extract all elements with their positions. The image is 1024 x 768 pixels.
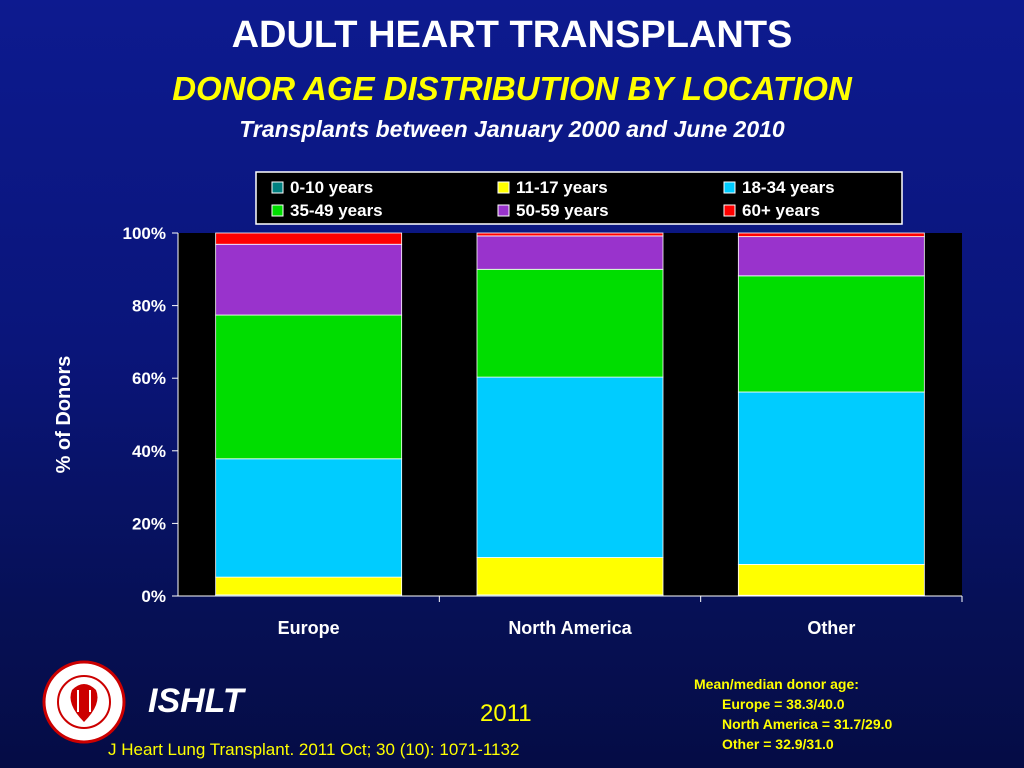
bar-segment bbox=[476, 235, 664, 270]
legend-box bbox=[255, 171, 903, 225]
bar-segment bbox=[737, 275, 925, 393]
donor-age-stats: Mean/median donor age: Europe = 38.3/40.… bbox=[694, 674, 892, 754]
stats-title: Mean/median donor age: bbox=[694, 676, 859, 692]
stats-line: Other = 32.9/31.0 bbox=[722, 736, 834, 752]
bar-segment bbox=[737, 232, 925, 238]
x-tick-label: North America bbox=[508, 618, 632, 638]
bar-segment bbox=[215, 243, 403, 316]
publication-year: 2011 bbox=[480, 700, 532, 727]
y-tick-label: 0% bbox=[141, 587, 166, 606]
bar-segment bbox=[737, 564, 925, 596]
legend-swatch bbox=[271, 204, 284, 217]
org-name: ISHLT bbox=[148, 682, 244, 720]
legend-swatch bbox=[497, 181, 510, 194]
bar-segment bbox=[215, 576, 403, 596]
y-tick-label: 100% bbox=[123, 224, 166, 243]
ishlt-seal-icon bbox=[42, 660, 126, 744]
legend-label: 50-59 years bbox=[516, 201, 609, 220]
bar-segment bbox=[215, 458, 403, 578]
bar-segment bbox=[476, 557, 664, 596]
bar-segment bbox=[476, 232, 664, 237]
y-tick-label: 20% bbox=[132, 514, 166, 533]
y-tick-label: 80% bbox=[132, 297, 166, 316]
stats-line: North America = 31.7/29.0 bbox=[722, 716, 893, 732]
y-axis-label: % of Donors bbox=[53, 356, 75, 474]
legend-swatch bbox=[497, 204, 510, 217]
x-tick-label: Other bbox=[807, 618, 855, 638]
bar-segment bbox=[737, 236, 925, 277]
legend-label: 11-17 years bbox=[516, 178, 608, 197]
x-tick-label: Europe bbox=[278, 618, 340, 638]
legend-label: 0-10 years bbox=[290, 178, 373, 197]
y-tick-label: 40% bbox=[132, 442, 166, 461]
bar-segment bbox=[215, 232, 403, 245]
bar-segment bbox=[215, 314, 403, 460]
chart-caption: Transplants between January 2000 and Jun… bbox=[239, 116, 785, 142]
legend-swatch bbox=[723, 204, 736, 217]
bar-segment bbox=[476, 376, 664, 558]
legend-label: 60+ years bbox=[742, 201, 820, 220]
legend-swatch bbox=[271, 181, 284, 194]
stats-line: Europe = 38.3/40.0 bbox=[722, 696, 845, 712]
legend-label: 35-49 years bbox=[290, 201, 383, 220]
citation: J Heart Lung Transplant. 2011 Oct; 30 (1… bbox=[108, 740, 520, 759]
legend-label: 18-34 years bbox=[742, 178, 835, 197]
page-title: ADULT HEART TRANSPLANTS bbox=[231, 14, 793, 56]
legend-swatch bbox=[723, 181, 736, 194]
y-tick-label: 60% bbox=[132, 369, 166, 388]
chart-subtitle: DONOR AGE DISTRIBUTION BY LOCATION bbox=[172, 70, 852, 107]
bar-segment bbox=[476, 268, 664, 378]
bar-segment bbox=[737, 391, 925, 565]
stacked-bar-chart: 0% 20% 40% 60% 80% 100% % of Donors Europe North… bbox=[53, 171, 962, 638]
